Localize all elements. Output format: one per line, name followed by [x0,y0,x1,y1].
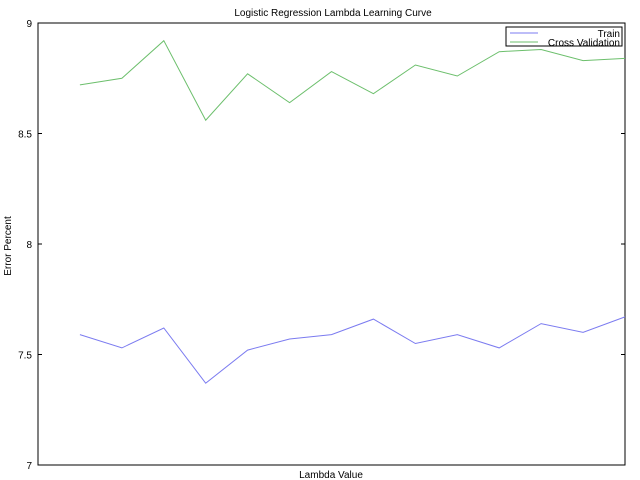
y-tick-label-2: 8 [26,240,32,251]
y-tick-label-1: 7.5 [18,351,32,362]
series-line-train [79,316,626,384]
series-group [79,39,626,384]
series-line-cross-validation [79,39,626,122]
legend-label-cross-validation: Cross Validation [548,38,620,49]
y-tick-label-3: 8.5 [18,130,32,141]
chart-title: Logistic Regression Lambda Learning Curv… [234,8,432,19]
x-axis-label: Lambda Value [299,470,363,480]
y-tick-label-0: 7 [26,461,32,472]
legend-box [505,26,623,47]
y-axis: 7 7.5 8 8.5 9 [18,19,625,472]
y-tick-label-4: 9 [26,19,32,30]
y-axis-label: Error Percent [3,216,14,276]
legend-label-train: Train [598,29,620,40]
plot-frame [37,22,626,466]
